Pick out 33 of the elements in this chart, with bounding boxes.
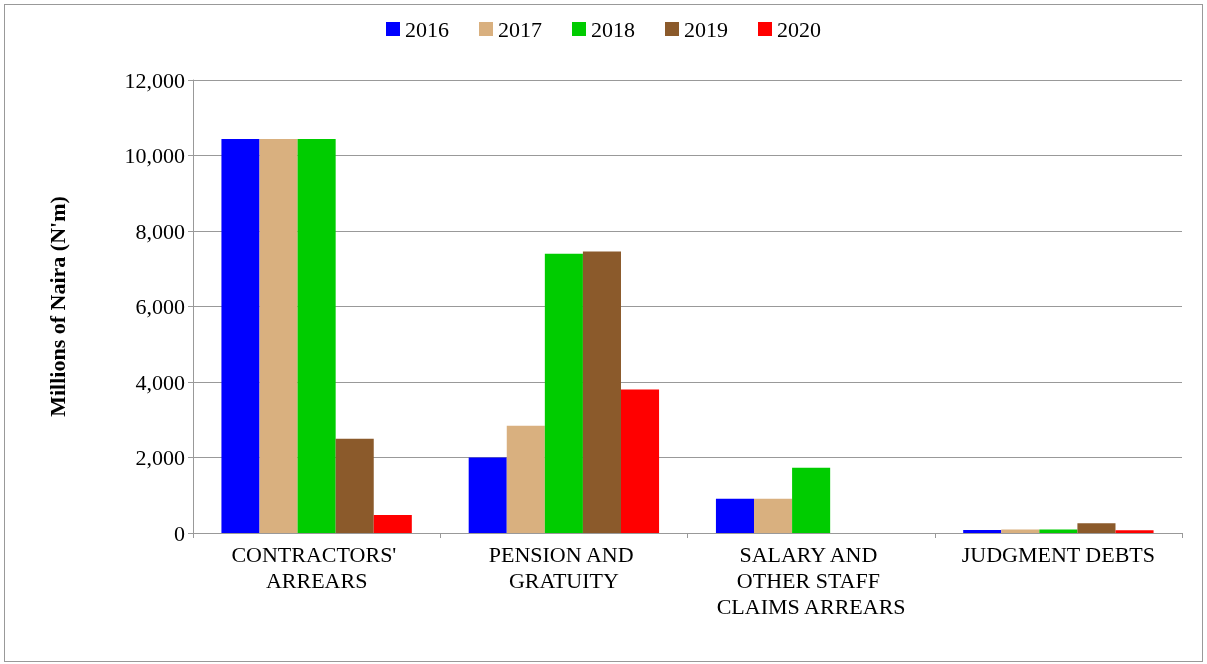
y-tick-label: 8,000 <box>135 218 185 244</box>
bar <box>715 498 755 533</box>
y-tick-label: 10,000 <box>124 143 185 168</box>
bar <box>544 253 583 533</box>
bar <box>1115 530 1154 533</box>
bar <box>468 457 507 533</box>
y-tick-label: 6,000 <box>135 294 185 319</box>
bar <box>373 514 412 533</box>
y-tick-label: 2,000 <box>135 445 185 470</box>
bar <box>792 467 831 533</box>
x-tick-label: CONTRACTORS' ARREARS <box>231 541 402 593</box>
legend-label: 2018 <box>591 16 635 42</box>
legend-label: 2017 <box>498 16 542 42</box>
x-tick-label: PENSION AND GRATUITY <box>488 541 640 593</box>
y-tick-label: 12,000 <box>124 67 185 93</box>
bar <box>1077 523 1116 533</box>
legend-label: 2020 <box>777 16 821 42</box>
x-tick-label: SALARY AND OTHER STAFF CLAIMS ARREARS <box>716 541 906 619</box>
y-axis-title: Millions of Naira (N'm) <box>44 196 70 417</box>
legend-label: 2016 <box>405 16 449 42</box>
legend-label: 2019 <box>684 16 728 42</box>
y-tick-label: 4,000 <box>135 369 185 395</box>
bar <box>620 389 660 533</box>
bar <box>297 138 336 533</box>
y-tick-label: 0 <box>174 520 185 546</box>
bar <box>754 498 793 533</box>
x-tick-label: JUDGMENT DEBTS <box>961 541 1156 567</box>
bar <box>963 529 1002 533</box>
bar <box>335 438 374 533</box>
bar <box>221 138 260 533</box>
bar <box>506 425 545 533</box>
bar <box>259 138 298 533</box>
bar <box>582 251 621 533</box>
